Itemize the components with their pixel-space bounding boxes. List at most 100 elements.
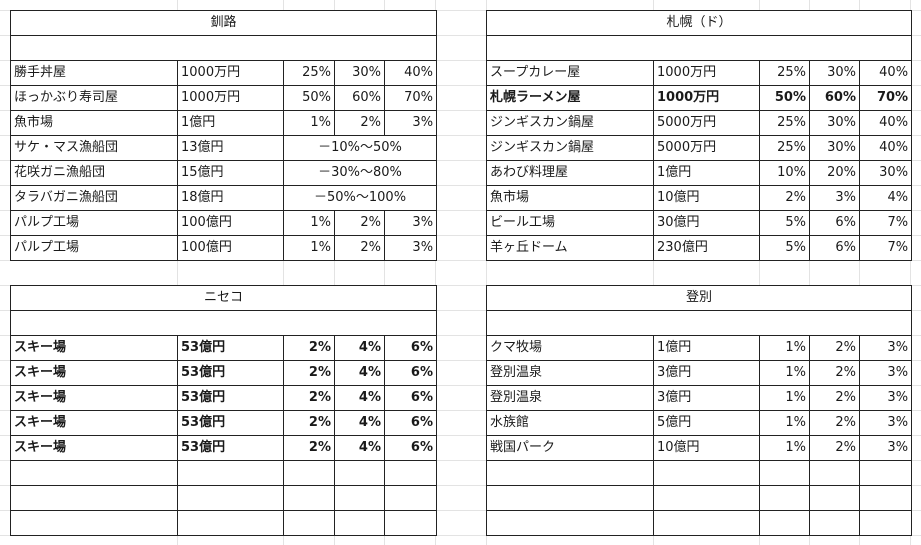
cell-name[interactable]: 登別温泉 [486, 360, 654, 386]
cell-price[interactable]: 5億円 [653, 410, 760, 436]
cell-price[interactable]: 53億円 [177, 335, 284, 361]
cell-rate3[interactable] [384, 485, 437, 511]
cell-name[interactable]: タラバガニ漁船団 [10, 185, 178, 211]
cell-rate2[interactable]: 6% [809, 235, 860, 261]
cell-price[interactable]: 53億円 [177, 385, 284, 411]
cell-price[interactable] [653, 460, 760, 486]
cell-name[interactable]: 勝手丼屋 [10, 60, 178, 86]
cell-rate3[interactable] [858, 510, 913, 536]
cell-rate3[interactable]: 6% [384, 435, 437, 461]
cell-rate2[interactable]: 30% [809, 135, 860, 161]
cell-name[interactable]: ビール工場 [486, 210, 654, 236]
cell-name[interactable] [10, 485, 178, 511]
cell-name[interactable]: スープカレー屋 [486, 60, 654, 86]
cell-price[interactable]: 1000万円 [177, 85, 284, 111]
cell-price[interactable]: 53億円 [177, 360, 284, 386]
cell-rate1[interactable]: 5% [759, 210, 810, 236]
cell-rate3[interactable]: 4% [858, 185, 913, 211]
cell-rate1[interactable]: 25% [283, 60, 335, 86]
cell-rate2[interactable]: 2% [809, 410, 860, 436]
cell-rate2[interactable]: 30% [809, 60, 860, 86]
cell-name[interactable]: ほっかぶり寿司屋 [10, 85, 178, 111]
cell-price[interactable] [653, 485, 760, 511]
cell-rate3[interactable]: 7% [858, 235, 913, 261]
cell-rate3[interactable]: 40% [858, 60, 913, 86]
cell-name[interactable]: スキー場 [10, 335, 178, 361]
cell-rate3[interactable] [384, 510, 437, 536]
cell-price[interactable]: 1億円 [177, 110, 284, 136]
cell-name[interactable]: あわび料理屋 [486, 160, 654, 186]
cell-rate1[interactable] [759, 510, 810, 536]
cell-rate2[interactable] [809, 485, 860, 511]
noboribetsu-title[interactable]: 登別 [485, 285, 913, 311]
cell-rate2[interactable]: 2% [809, 385, 860, 411]
cell-price[interactable] [177, 510, 284, 536]
empty-row[interactable] [485, 35, 913, 61]
cell-price[interactable] [177, 485, 284, 511]
cell-rate2[interactable]: 2% [809, 360, 860, 386]
cell-rate3[interactable]: 3% [383, 210, 438, 236]
cell-rate2[interactable]: 2% [334, 210, 385, 236]
cell-rate1[interactable] [283, 460, 335, 486]
cell-rate2[interactable]: 2% [809, 335, 860, 361]
cell-rate1[interactable] [759, 485, 810, 511]
cell-rate2[interactable]: 3% [809, 185, 860, 211]
cell-price[interactable]: 18億円 [177, 185, 284, 211]
cell-rate1[interactable] [283, 485, 335, 511]
cell-rate3[interactable]: 6% [384, 360, 437, 386]
cell-name[interactable]: 水族館 [486, 410, 654, 436]
cell-rate3[interactable]: 70% [383, 85, 438, 111]
cell-price[interactable]: 53億円 [177, 410, 284, 436]
cell-name[interactable]: 戦国パーク [486, 435, 654, 461]
cell-rate1[interactable]: 2% [283, 360, 335, 386]
cell-rate1[interactable]: 2% [283, 435, 335, 461]
cell-rate2[interactable]: 4% [334, 410, 385, 436]
cell-name[interactable]: スキー場 [10, 410, 178, 436]
cell-price[interactable] [177, 460, 284, 486]
cell-name[interactable]: 羊ヶ丘ドーム [486, 235, 654, 261]
cell-rate2[interactable] [334, 510, 385, 536]
cell-rate1[interactable]: 2% [283, 410, 335, 436]
cell-price[interactable]: 1000万円 [653, 60, 760, 86]
cell-name[interactable]: パルプ工場 [10, 235, 178, 261]
cell-rate1[interactable]: 10% [759, 160, 810, 186]
cell-rate3[interactable]: 70% [858, 85, 913, 111]
cell-price[interactable]: 10億円 [653, 435, 760, 461]
cell-rate3[interactable]: 3% [858, 385, 913, 411]
cell-rate1[interactable]: 50% [283, 85, 335, 111]
cell-rate1[interactable]: 1% [759, 360, 810, 386]
cell-name[interactable]: パルプ工場 [10, 210, 178, 236]
cell-price[interactable]: 10億円 [653, 185, 760, 211]
cell-name[interactable]: スキー場 [10, 385, 178, 411]
kushiro-title[interactable]: 釧路 [9, 10, 438, 36]
cell-rate3[interactable]: 40% [858, 135, 913, 161]
cell-name[interactable]: 魚市場 [486, 185, 654, 211]
cell-rate1[interactable]: 1% [283, 210, 335, 236]
cell-rate2[interactable]: 6% [809, 210, 860, 236]
cell-name[interactable]: スキー場 [10, 360, 178, 386]
cell-price[interactable]: 1000万円 [653, 85, 760, 111]
cell-name[interactable] [10, 510, 178, 536]
cell-rate1[interactable]: 1% [759, 435, 810, 461]
cell-rate3[interactable]: 3% [858, 335, 913, 361]
cell-rate1[interactable]: 1% [283, 235, 335, 261]
cell-name[interactable] [10, 460, 178, 486]
cell-price[interactable]: 3億円 [653, 385, 760, 411]
cell-rate1[interactable] [283, 510, 335, 536]
cell-rate2[interactable]: 2% [334, 110, 385, 136]
cell-rate3[interactable]: 3% [383, 110, 438, 136]
cell-rate2[interactable]: 30% [334, 60, 385, 86]
cell-price[interactable]: 1000万円 [177, 60, 284, 86]
cell-rate2[interactable]: 4% [334, 360, 385, 386]
cell-name[interactable] [486, 485, 654, 511]
cell-price[interactable]: 13億円 [177, 135, 284, 161]
cell-rate3[interactable]: 7% [858, 210, 913, 236]
cell-rate1[interactable]: 1% [759, 385, 810, 411]
cell-name[interactable]: スキー場 [10, 435, 178, 461]
cell-price[interactable]: 5000万円 [653, 110, 760, 136]
cell-rate1[interactable]: 25% [759, 135, 810, 161]
cell-price[interactable] [653, 510, 760, 536]
cell-rate3[interactable]: 3% [383, 235, 438, 261]
cell-rate1[interactable] [759, 460, 810, 486]
cell-rate2[interactable]: 60% [809, 85, 860, 111]
